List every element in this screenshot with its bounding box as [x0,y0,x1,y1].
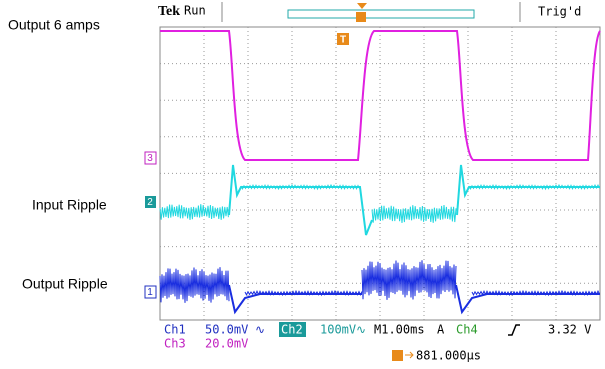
ch1-scale: 50.0mV [205,323,248,337]
annotation: Output Ripple [22,276,108,292]
ch2-scale: 100mV [320,323,356,337]
scope-screen [158,0,605,369]
channel-marker-label: 3 [147,153,153,164]
trigger-pos-icon [392,350,403,361]
screenshot: Output 6 amps Input Ripple Output Ripple… [0,0,605,369]
trigger-mode: A [437,323,445,337]
trigger-position: 881.000µs [416,349,481,363]
bw-symbol: ∿ [255,323,265,337]
ch2-name: Ch2 [281,323,303,337]
ch3-name: Ch3 [164,337,186,351]
ch3-scale: 20.0mV [205,337,248,351]
ch1-name: Ch1 [164,323,186,337]
trigger-box [356,12,366,22]
bw-symbol: ∿ [356,323,366,337]
timebase: M1.00ms [374,323,425,337]
trigger-marker-label: T [340,35,346,46]
channel-marker-label: 1 [147,287,153,298]
annotation: Output 6 amps [8,17,100,33]
run-state: Run [184,4,206,18]
trigger-level: 3.32 V [548,323,591,337]
brand: Tek [158,4,180,19]
channel-marker-label: 2 [147,197,153,208]
annotation: Input Ripple [32,197,107,213]
trigger-state: Trig'd [538,5,581,19]
trigger-source: Ch4 [456,323,478,337]
